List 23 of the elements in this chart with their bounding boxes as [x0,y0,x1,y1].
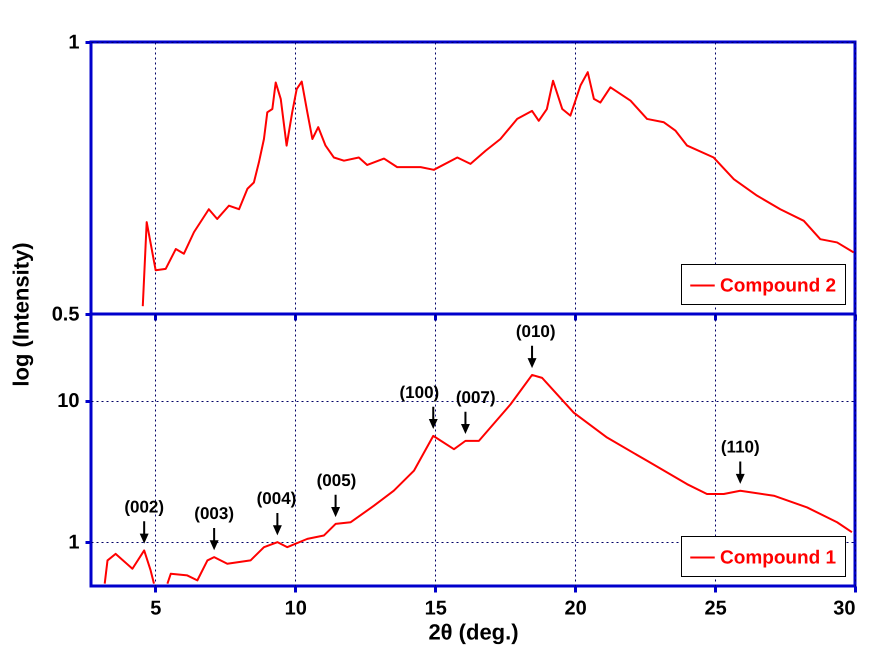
annotation: (004) [256,489,296,508]
annotation: (110) [720,438,760,457]
annotation: (005) [316,470,356,490]
y-axis-title: log (Intensity) [8,242,34,387]
x-tick-label: 30 [833,598,856,620]
x-tick-label: 5 [150,598,162,620]
annotation: (010) [516,322,556,341]
x-tick-label: 10 [284,598,307,620]
annotation: (002) [124,497,164,516]
annotation: (007) [456,388,496,407]
x-tick-label: 20 [564,598,587,620]
y-tick-label: 1 [68,532,80,554]
x-tick-label: 25 [704,598,727,620]
annotation: (100) [400,382,440,402]
y-tick-label: 10 [57,390,80,412]
legend-label: Compound 2 [720,276,836,296]
y-tick-label: 1 [68,32,80,54]
x-axis-title: 2θ (deg.) [428,620,519,644]
y-tick-label: 0.5 [52,304,80,326]
annotation: (003) [194,504,234,524]
x-tick-label: 15 [424,598,447,620]
legend-label: Compound 1 [720,548,837,568]
line-series [142,71,855,308]
